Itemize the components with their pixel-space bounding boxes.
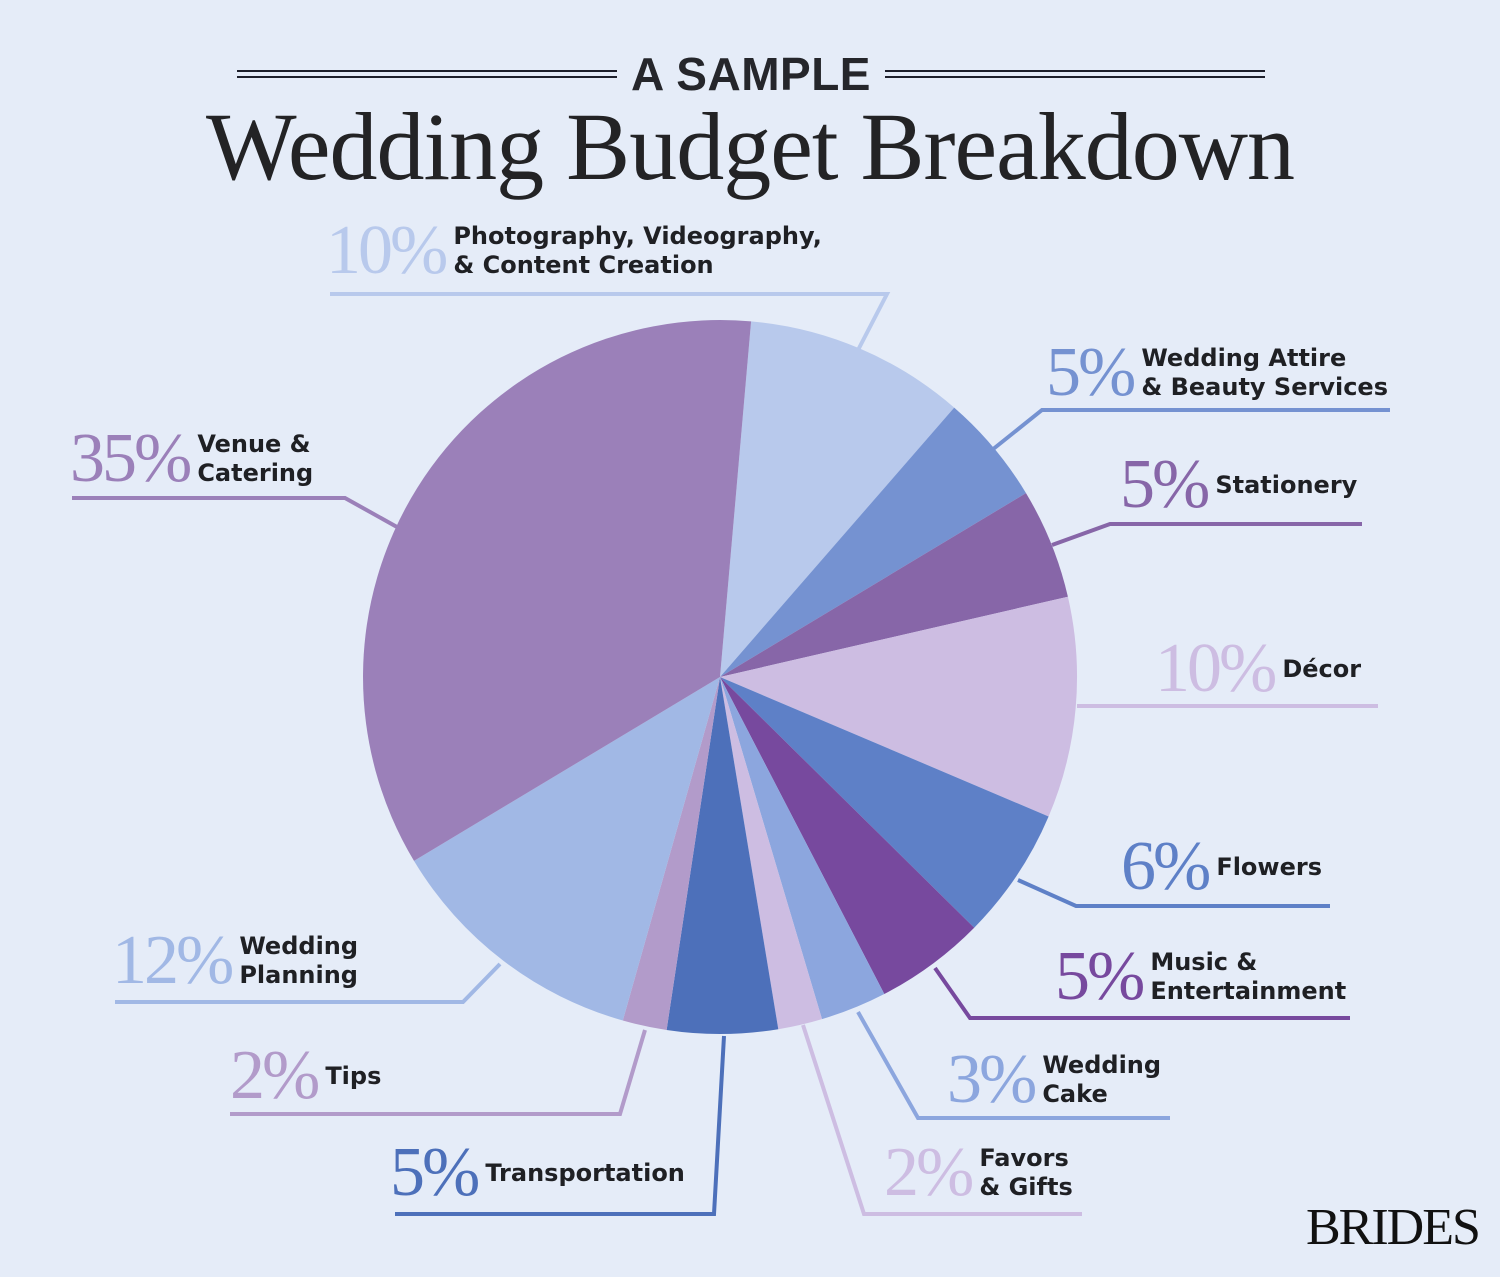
pie-slice <box>720 596 1078 817</box>
brides-logo: BRIDES <box>1306 1199 1481 1256</box>
leader-lines <box>72 292 1390 1216</box>
pct-music: 5% <box>1055 938 1145 1015</box>
pie-slice <box>363 320 752 861</box>
eyebrow-row: A SAMPLE <box>237 46 1266 102</box>
cat-attire-1: Wedding Attire <box>1141 344 1347 372</box>
leader-line <box>395 1035 726 1216</box>
cat-decor-1: Décor <box>1282 654 1362 683</box>
leader-line <box>801 1024 1082 1216</box>
pct-decor: 10% <box>1155 630 1277 707</box>
pie-slices <box>363 320 1078 1035</box>
eyebrow-rule-right <box>885 70 1266 78</box>
pie-slice <box>720 677 1049 928</box>
cat-stationery-1: Stationery <box>1215 470 1358 499</box>
pct-attire: 5% <box>1046 334 1136 411</box>
pie-slice <box>720 677 975 994</box>
cat-photography-1: Photography, Videography, <box>453 222 822 250</box>
label-transportation: 5% Transportation <box>390 1134 685 1211</box>
cat-venue-1: Venue & <box>197 430 311 458</box>
leader-line <box>1051 522 1362 547</box>
pct-transportation: 5% <box>390 1134 480 1211</box>
leader-line <box>115 962 502 1004</box>
pie-slice <box>720 321 955 677</box>
label-photography: 10% Photography, Videography, & Content C… <box>326 212 822 289</box>
cat-transportation-1: Transportation <box>485 1158 685 1187</box>
cat-attire-2: & Beauty Services <box>1141 373 1388 401</box>
eyebrow-text: A SAMPLE <box>631 48 871 100</box>
pie-slice <box>666 677 779 1035</box>
leader-line <box>1017 878 1330 908</box>
pie-slice <box>720 677 885 1020</box>
pct-planning: 12% <box>112 922 234 999</box>
cat-music-1: Music & <box>1150 948 1258 976</box>
pct-photography: 10% <box>326 212 448 289</box>
cat-planning-2: Planning <box>239 961 358 989</box>
label-stationery: 5% Stationery <box>1120 446 1358 523</box>
label-attire: 5% Wedding Attire & Beauty Services <box>1046 334 1388 411</box>
label-decor: 10% Décor <box>1155 630 1362 707</box>
cat-planning-1: Wedding <box>239 932 359 960</box>
label-tips: 2% Tips <box>230 1037 382 1114</box>
page-title: Wedding Budget Breakdown <box>205 93 1295 200</box>
cat-music-2: Entertainment <box>1150 977 1347 1005</box>
cat-favors-2: & Gifts <box>979 1173 1073 1201</box>
pie-slice <box>720 677 822 1030</box>
pct-cake: 3% <box>947 1041 1037 1118</box>
pct-flowers: 6% <box>1121 828 1211 905</box>
leader-line <box>230 1029 647 1116</box>
eyebrow-rule-left <box>237 70 618 78</box>
label-favors: 2% Favors & Gifts <box>884 1134 1073 1211</box>
leader-line <box>990 408 1390 452</box>
label-cake: 3% Wedding Cake <box>947 1041 1162 1118</box>
label-music: 5% Music & Entertainment <box>1055 938 1347 1015</box>
cat-photography-2: & Content Creation <box>453 251 714 279</box>
label-venue: 35% Venue & Catering <box>70 420 314 497</box>
pct-tips: 2% <box>230 1037 320 1114</box>
leader-line <box>856 1011 1170 1120</box>
pct-venue: 35% <box>70 420 192 497</box>
label-flowers: 6% Flowers <box>1121 828 1322 905</box>
cat-cake-2: Cake <box>1042 1080 1108 1108</box>
pie-slice <box>414 677 720 1021</box>
pct-favors: 2% <box>884 1134 974 1211</box>
leader-line <box>330 292 891 353</box>
cat-flowers-1: Flowers <box>1216 852 1322 881</box>
leader-line <box>933 966 1350 1020</box>
pie-slice <box>720 493 1068 677</box>
cat-cake-1: Wedding <box>1042 1051 1162 1079</box>
cat-favors-1: Favors <box>979 1144 1069 1172</box>
cat-tips-1: Tips <box>325 1061 382 1090</box>
cat-venue-2: Catering <box>197 459 314 487</box>
pct-stationery: 5% <box>1120 446 1210 523</box>
pie-slice <box>720 407 1026 677</box>
label-planning: 12% Wedding Planning <box>112 922 359 999</box>
pie-slice <box>622 677 720 1030</box>
leader-line <box>72 496 398 529</box>
